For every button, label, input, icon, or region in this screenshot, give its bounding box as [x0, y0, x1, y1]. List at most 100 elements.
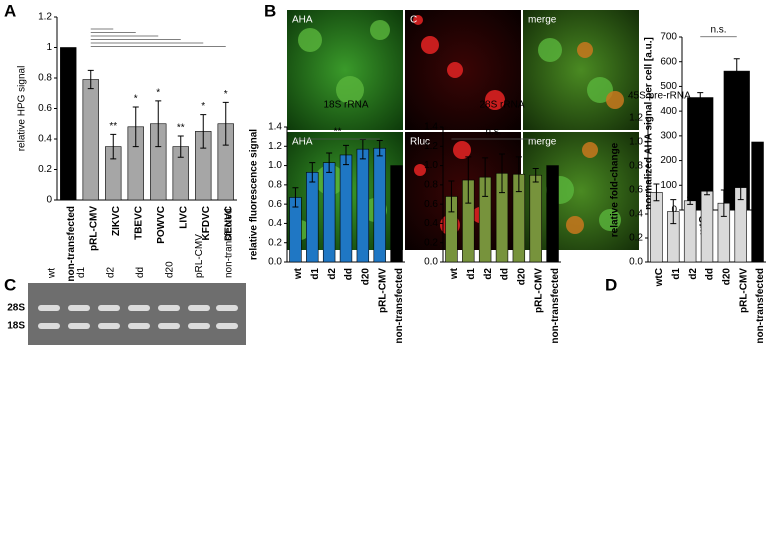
y-axis-label: relative fold-change — [610, 142, 621, 237]
y-tick-label: 0.8 — [629, 161, 643, 172]
x-tick-label: non-transfected — [66, 206, 77, 282]
panel-letter: C — [4, 275, 16, 294]
chart-title: 45S pre-rRNA — [628, 91, 691, 102]
error-bar — [359, 139, 366, 160]
y-tick-label: 0.6 — [424, 199, 438, 210]
y-tick-label: 1.2 — [629, 113, 643, 124]
error-bar — [687, 196, 694, 205]
y-tick-label: 0 — [46, 195, 52, 206]
x-tick-label: pRL-CMV — [88, 206, 99, 251]
y-tick-label: 1.2 — [424, 141, 438, 152]
micrograph-label: C — [410, 15, 417, 26]
x-tick-label: TBEVC — [133, 206, 144, 240]
error-bar — [292, 187, 299, 208]
y-tick-label: 0.6 — [268, 199, 282, 210]
micrograph-label: merge — [528, 137, 557, 148]
y-axis-label: relative HPG signal — [17, 66, 28, 152]
y-tick-label: 0.6 — [38, 103, 52, 114]
y-axis-label: relative fluorescence signal — [249, 129, 260, 260]
x-tick-label: non-transfected — [550, 268, 561, 344]
bar — [390, 165, 403, 263]
error-bar — [733, 58, 740, 84]
micrograph-label: merge — [528, 15, 557, 26]
bar — [650, 192, 663, 263]
panel-letter: D — [605, 275, 617, 294]
y-tick-label: 0.4 — [268, 218, 282, 229]
y-tick-label: 0.2 — [424, 237, 438, 248]
micrograph-label: Rluc — [410, 137, 430, 148]
significance: n.s. — [486, 127, 502, 138]
y-tick-label: 0.2 — [629, 233, 643, 244]
bar — [546, 165, 559, 263]
y-tick-label: 0.2 — [268, 237, 282, 248]
y-tick-label: 100 — [660, 180, 677, 191]
bar — [700, 190, 714, 263]
error-bar — [697, 92, 704, 103]
significance: * — [134, 94, 138, 105]
lane-label: non-transfected — [224, 209, 235, 279]
y-tick-label: 300 — [660, 130, 677, 141]
significance: ** — [177, 123, 185, 134]
error-bar — [465, 156, 472, 204]
x-tick-label: pRL-CMV — [738, 268, 749, 313]
y-tick-label: 1.0 — [268, 160, 282, 171]
bar — [82, 79, 99, 201]
y-tick-label: 1.2 — [38, 12, 52, 23]
x-tick-label: d2 — [327, 268, 338, 280]
significance: * — [224, 89, 228, 100]
bar — [60, 47, 77, 201]
x-tick-label: dd — [705, 268, 716, 280]
x-tick-label: non-transfected — [394, 268, 405, 344]
y-tick-label: 1.0 — [629, 137, 643, 148]
y-tick-label: 0.4 — [38, 134, 52, 145]
y-tick-label: 400 — [660, 106, 677, 117]
chart-title: 28S rRNA — [479, 100, 524, 111]
bar — [339, 154, 353, 263]
lane-label: pRL-CMV — [194, 234, 205, 278]
error-bar — [110, 133, 117, 160]
bar — [322, 162, 336, 263]
panel-letter: A — [4, 1, 16, 20]
x-tick-label: ZIKVC — [111, 206, 122, 236]
x-tick-label: KFDVC — [201, 206, 212, 240]
micrograph-label: AHA — [292, 15, 313, 26]
error-bar — [155, 100, 162, 148]
x-tick-label: d20 — [360, 268, 371, 286]
error-bar — [448, 180, 455, 213]
y-tick-label: 0.2 — [38, 164, 52, 175]
significance: n.s. — [710, 24, 726, 35]
chart-title: 18S rRNA — [323, 100, 368, 111]
y-tick-label: 0.4 — [629, 209, 643, 220]
x-tick-label: pRL-CMV — [377, 268, 388, 313]
panel-letter: B — [264, 1, 276, 20]
lane-label: d1 — [76, 266, 87, 278]
error-bar — [720, 189, 727, 217]
error-bar — [222, 101, 229, 146]
x-tick-label: pRL-CMV — [533, 268, 544, 313]
error-bar — [482, 157, 489, 197]
y-tick-label: 700 — [660, 32, 677, 43]
lane-label: dd — [135, 267, 146, 278]
band-label: 28S — [7, 303, 25, 314]
error-bar — [87, 69, 94, 90]
y-tick-label: 1.0 — [424, 160, 438, 171]
y-tick-label: 1 — [46, 42, 52, 53]
gel: 28S 18S — [7, 283, 246, 345]
bar — [373, 147, 386, 263]
gel-image — [28, 283, 246, 345]
y-tick-label: 600 — [660, 56, 677, 67]
x-tick-label: dd — [500, 268, 511, 280]
y-tick-label: 1.2 — [268, 141, 282, 152]
error-bar — [326, 152, 333, 173]
y-tick-label: 0.4 — [424, 218, 438, 229]
significance: ** — [334, 127, 342, 138]
x-tick-label: d2 — [483, 268, 494, 280]
x-tick-label: d20 — [516, 268, 527, 286]
significance: ** — [109, 121, 117, 132]
error-bar — [309, 162, 316, 183]
y-tick-label: 0 — [671, 205, 677, 216]
error-bar — [704, 187, 710, 196]
error-bar — [177, 135, 184, 158]
y-tick-label: 0.8 — [268, 179, 282, 190]
